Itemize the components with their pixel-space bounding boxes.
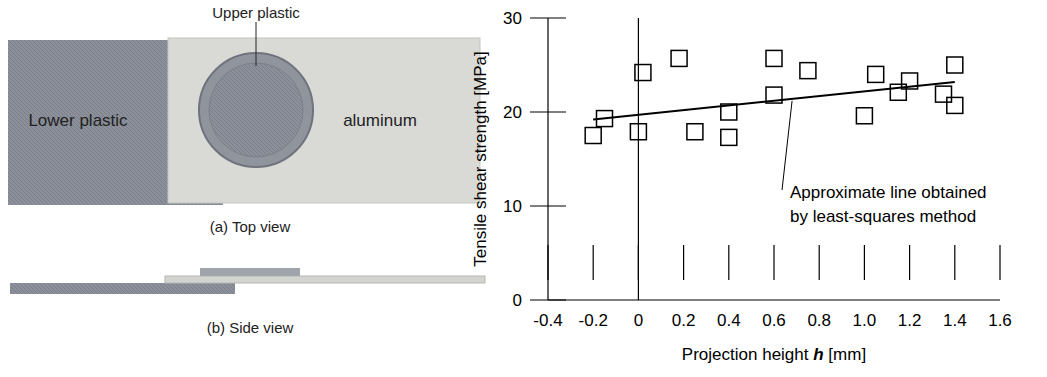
- caption: (a) Top view: [210, 218, 291, 235]
- point: [766, 50, 782, 66]
- y-tick: [530, 205, 566, 206]
- x-tick-label: 1.0: [853, 311, 877, 330]
- point: [585, 128, 601, 144]
- point: [868, 66, 884, 82]
- annotation-leader: [782, 101, 792, 190]
- x-tick-label: -0.2: [579, 311, 608, 330]
- x-tick: [547, 245, 548, 280]
- caption: (b) Side view: [207, 319, 294, 336]
- x-tick-label: 0.6: [762, 311, 786, 330]
- y-tick: [530, 299, 566, 300]
- leader-line: [256, 22, 257, 66]
- x-tick: [593, 245, 594, 280]
- point: [671, 50, 687, 66]
- chart: 0 10 20 30 -0.4 -0.2 0 0.2 0.4 0.6 0.8 1.0 1.2 1.4 1.6…: [471, 9, 1012, 364]
- side-lower-plastic: [10, 283, 235, 294]
- x-tick: [683, 245, 684, 280]
- x-axis-title-part: height: [762, 345, 813, 364]
- x-axis-title-part: h: [813, 345, 828, 364]
- x-tick-label: 1.4: [943, 311, 967, 330]
- y-tick-label: 10: [503, 197, 522, 216]
- y-axis-title: Tensile shear strength [MPa]: [471, 51, 490, 266]
- x-tick-label: 0.8: [807, 311, 831, 330]
- x-axis: [548, 299, 1000, 300]
- point: [800, 63, 816, 79]
- x-tick: [819, 245, 820, 280]
- upper-plastic-inner: [209, 63, 303, 157]
- upper-plastic: [199, 53, 313, 167]
- x-tick: [773, 245, 774, 280]
- aluminum: [168, 38, 480, 203]
- x-tick-label: 0: [634, 311, 643, 330]
- x-tick: [954, 245, 955, 280]
- annotation: by least-squares method: [790, 207, 976, 226]
- x-tick-label: 1.6: [988, 311, 1012, 330]
- x-tick: [999, 245, 1000, 280]
- x-axis-title: Projection height h [mm]: [682, 345, 866, 364]
- side-upper-plastic: [200, 268, 300, 276]
- x-axis-title-part: [mm]: [828, 345, 866, 364]
- point: [687, 124, 703, 140]
- point: [936, 86, 952, 102]
- x-axis-title-part: Projection: [682, 345, 762, 364]
- y-tick: [530, 17, 566, 18]
- y-tick-label: 0: [513, 291, 522, 310]
- fit-line: [593, 82, 955, 120]
- y-tick-label: 30: [503, 9, 522, 28]
- point: [947, 97, 963, 113]
- side-aluminum: [165, 276, 485, 283]
- y-tick-label: 20: [503, 103, 522, 122]
- label: aluminum: [343, 111, 417, 130]
- x-tick: [864, 245, 865, 280]
- x-tick-label: 0.4: [717, 311, 741, 330]
- point: [630, 124, 646, 140]
- x-tick: [728, 245, 729, 280]
- plot-area: [585, 50, 963, 145]
- specimen-photo: Upper plastic Lower plastic aluminum (a) To…: [8, 4, 485, 336]
- figure: Upper plastic Lower plastic aluminum (a) To…: [0, 0, 1047, 377]
- label: Lower plastic: [28, 111, 128, 130]
- label: Upper plastic: [212, 4, 300, 21]
- x-tick-label: 0.2: [672, 311, 696, 330]
- x-tick: [638, 245, 639, 280]
- x-tick-label: 1.2: [898, 311, 922, 330]
- point: [947, 57, 963, 73]
- x-tick-label: -0.4: [533, 311, 562, 330]
- zero-line: [638, 18, 639, 300]
- x-tick: [909, 245, 910, 280]
- point: [635, 65, 651, 81]
- y-axis: [547, 18, 548, 300]
- point: [721, 129, 737, 145]
- annotation: Approximate line obtained: [790, 183, 987, 202]
- point: [856, 108, 872, 124]
- y-tick: [530, 111, 566, 112]
